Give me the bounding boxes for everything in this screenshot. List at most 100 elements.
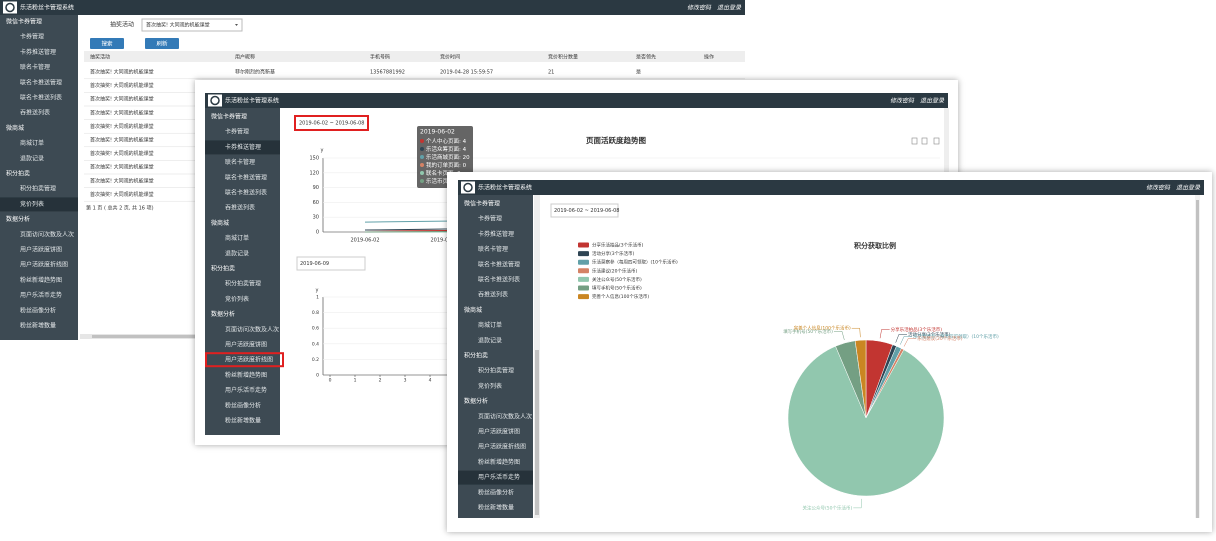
menu-item[interactable]: 联名卡推送列表 xyxy=(225,189,267,197)
table-header-cell: 竞价时间 xyxy=(440,54,460,61)
table-header-cell: 是否领先 xyxy=(636,54,656,61)
menu-item[interactable]: 用户乐活币走势 xyxy=(20,291,62,299)
menu-item[interactable]: 用户活跃度饼图 xyxy=(225,341,267,349)
search-button[interactable] xyxy=(90,38,124,49)
menu-item[interactable]: 用户乐活币走势 xyxy=(225,386,267,394)
menu-item[interactable]: 联名卡推送管理 xyxy=(478,260,520,268)
menu-item[interactable]: 卡券推送管理 xyxy=(20,48,56,56)
legend-label[interactable]: 乐活建议(20个乐活币) xyxy=(592,267,637,274)
menu-item[interactable]: 商城订单 xyxy=(225,234,249,242)
slice-label: 关注公众号(50个乐活币) xyxy=(803,504,853,511)
search-label[interactable]: 搜索 xyxy=(101,40,113,48)
menu-item[interactable]: 商城订单 xyxy=(478,321,502,329)
legend-swatch[interactable] xyxy=(578,242,589,248)
menu-item[interactable]: 卡券管理 xyxy=(20,33,44,41)
menu-item[interactable]: 竞价列表 xyxy=(478,382,502,390)
filter-label: 抽奖活动 xyxy=(110,21,134,29)
menu-item[interactable]: 退款记录 xyxy=(225,249,249,257)
menu-section: 积分拍卖 xyxy=(211,265,235,273)
pie-slice[interactable] xyxy=(787,345,945,497)
menu-item[interactable]: 退款记录 xyxy=(20,154,44,162)
y-tick-label: 150 xyxy=(309,156,319,162)
pie-slice[interactable] xyxy=(854,339,867,419)
logout[interactable]: 退出登录 xyxy=(1176,184,1201,192)
toolbox-icon[interactable] xyxy=(933,137,940,145)
legend-label[interactable]: 填写手机号(50个乐活币) xyxy=(592,285,642,292)
menu-item[interactable]: 联名卡推送管理 xyxy=(20,78,62,86)
menu-item[interactable]: 用户活跃度饼图 xyxy=(478,428,520,436)
menu-item[interactable]: 页面访问次数及人次 xyxy=(20,230,74,238)
menu-item[interactable]: 用户活跃度折线图 xyxy=(225,356,273,364)
toolbox-icon[interactable] xyxy=(911,137,918,145)
menu-item[interactable]: 粉丝新增趋势图 xyxy=(225,371,267,379)
menu-item[interactable]: 用户活跃度折线图 xyxy=(478,443,526,451)
tooltip-marker xyxy=(420,155,424,159)
menu-item[interactable]: 竞价列表 xyxy=(20,200,44,208)
legend-swatch[interactable] xyxy=(578,268,589,274)
menu-item[interactable]: 粉丝画像分析 xyxy=(20,306,56,314)
menu-item[interactable]: 粉丝新增趋势图 xyxy=(478,458,520,466)
menu-item[interactable]: 积分拍卖管理 xyxy=(478,367,514,375)
legend-swatch[interactable] xyxy=(578,294,589,300)
menu-item[interactable]: 联名卡管理 xyxy=(20,63,50,71)
legend-swatch[interactable] xyxy=(578,276,589,282)
toolbox-icon[interactable] xyxy=(921,137,928,145)
menu-item[interactable]: 粉丝新增趋势图 xyxy=(20,276,62,284)
legend-swatch[interactable] xyxy=(578,259,589,265)
menu-item[interactable]: 联名卡推送管理 xyxy=(225,173,267,181)
menu-item[interactable]: 积分拍卖管理 xyxy=(20,185,56,193)
menu-item[interactable]: 退款记录 xyxy=(478,336,502,344)
change-password[interactable]: 修改密码 xyxy=(890,97,915,105)
menu-section: 积分拍卖 xyxy=(464,352,488,360)
content-scrollbar-thumb[interactable] xyxy=(1196,200,1199,518)
menu-item[interactable]: 卡券管理 xyxy=(478,215,502,223)
logout[interactable]: 退出登录 xyxy=(920,97,945,105)
menu-active xyxy=(0,197,78,212)
menu-item[interactable]: 联名卡推送列表 xyxy=(478,276,520,284)
table-header-cell: 操作 xyxy=(704,54,714,61)
menu-item[interactable]: 吞推送列表 xyxy=(478,291,508,299)
legend-swatch[interactable] xyxy=(578,285,589,291)
menu-item[interactable]: 用户活跃度饼图 xyxy=(20,246,62,254)
legend-label[interactable]: 完善个人信息(100个乐活币) xyxy=(592,293,649,300)
legend-label[interactable]: 乐活莫察参（每周四可领取）(10个乐活币) xyxy=(592,259,678,266)
filter-select[interactable] xyxy=(141,18,243,32)
y-tick-label: 120 xyxy=(309,170,319,176)
legend-label[interactable]: 活动分享(3个乐活币) xyxy=(592,250,635,257)
change-password[interactable]: 修改密码 xyxy=(1146,184,1171,192)
menu-item[interactable]: 吞推送列表 xyxy=(225,204,255,212)
menu-item[interactable]: 用户乐活币走势 xyxy=(478,473,520,481)
date-box[interactable] xyxy=(296,256,366,271)
menu-item[interactable]: 页面访问次数及人次 xyxy=(225,325,279,333)
menu-item[interactable]: 粉丝新增数量 xyxy=(225,417,261,425)
points-window: 乐活粉丝卡管理系统 修改密码 退出登录 微信卡券管理 卡券管理 卡券推送管理 联名卡管理 联名… xyxy=(447,172,1212,532)
menu-item[interactable]: 商城订单 xyxy=(20,139,44,147)
menu-item[interactable]: 页面访问次数及人次 xyxy=(478,412,532,420)
sidebar-scrollbar-thumb[interactable] xyxy=(535,350,539,515)
menu-item[interactable]: 联名卡推送列表 xyxy=(20,94,62,102)
menu-item[interactable]: 粉丝画像分析 xyxy=(225,401,261,409)
legend-label[interactable]: 分享乐活拍品(3个乐活币) xyxy=(592,242,644,249)
logout[interactable]: 退出登录 xyxy=(717,4,742,12)
refresh-button[interactable] xyxy=(145,38,179,49)
menu-item[interactable]: 联名卡管理 xyxy=(478,245,508,253)
menu-item[interactable]: 吞推送列表 xyxy=(20,109,50,117)
menu-item[interactable]: 积分拍卖管理 xyxy=(225,280,261,288)
date-range-box[interactable] xyxy=(294,115,369,131)
menu-item[interactable]: 用户活跃度折线图 xyxy=(20,261,68,269)
change-password[interactable]: 修改密码 xyxy=(687,4,712,12)
menu-item[interactable]: 粉丝新增数量 xyxy=(478,504,514,512)
refresh-label[interactable]: 刷新 xyxy=(156,40,168,48)
filter-value[interactable]: 首次抽奖! 大同观的机能课堂 xyxy=(146,22,210,29)
menu-item[interactable]: 粉丝画像分析 xyxy=(478,488,514,496)
menu-item[interactable]: 粉丝新增数量 xyxy=(20,322,56,330)
menu-item[interactable]: 卡券推送管理 xyxy=(478,230,514,238)
menu-item[interactable]: 竞价列表 xyxy=(225,295,249,303)
date-range-box[interactable] xyxy=(550,203,619,218)
menu-item[interactable]: 卡券推送管理 xyxy=(225,143,261,151)
menu-section: 微信卡券管理 xyxy=(211,113,247,121)
menu-item[interactable]: 卡券管理 xyxy=(225,128,249,136)
legend-swatch[interactable] xyxy=(578,251,589,257)
legend-label[interactable]: 关注公众号(50个乐活币) xyxy=(592,276,642,283)
menu-item[interactable]: 联名卡管理 xyxy=(225,158,255,166)
